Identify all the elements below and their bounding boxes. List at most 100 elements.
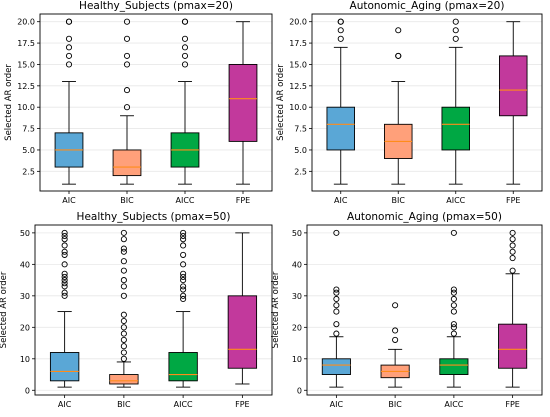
outlier-point [333,308,340,315]
outlier-point [123,18,131,25]
outlier-point [333,321,340,328]
outlier-point [509,236,516,243]
x-tick-label: AICC [174,400,193,409]
outlier-point [65,61,73,68]
box-body [321,358,351,375]
y-tick-label: 40 [20,260,30,269]
outlier-point [450,286,457,293]
outlier-point [333,286,340,293]
box-bic [109,229,139,388]
outlier-point [61,270,68,277]
box-body [228,63,258,142]
outlier-point [120,292,127,299]
chart-title: Healthy_Subjects (pmax=50) [77,211,231,223]
outlier-point [120,324,127,331]
outlier-point [450,289,457,296]
outlier-point [120,336,127,343]
box-bic [112,18,142,185]
y-tick-label: 5.0 [294,146,307,155]
outlier-point [180,232,187,240]
y-tick-label: 40 [292,260,302,269]
y-tick-label: 15.0 [17,60,35,69]
y-tick-label: 17.5 [289,39,307,48]
x-tick-label: AIC [330,400,344,409]
x-tick-label: AIC [334,196,348,205]
box-fpe [227,232,258,385]
y-axis-label: Selected AR order [4,64,14,141]
outlier-point [450,330,457,337]
outlier-point [181,18,189,25]
x-tick-label: BIC [392,196,406,205]
outlier-point [450,295,457,303]
box-aic [326,18,356,185]
box-fpe [228,21,258,185]
outlier-point [181,35,189,42]
outlier-point [450,324,457,331]
outlier-point [180,295,187,303]
axes-frame [34,224,273,396]
outlier-point [180,229,187,236]
outlier-point [123,87,131,94]
outlier-point [61,283,68,290]
x-tick-label: BIC [388,400,402,409]
y-tick-label: 20 [292,323,302,332]
box-body [498,323,528,369]
x-tick-label: AICC [175,196,194,205]
outlier-point [333,295,340,303]
outlier-point [509,267,516,274]
box-aicc [170,18,200,185]
y-tick-label: 10 [292,355,302,364]
chart-title: Autonomic_Aging (pmax=50) [347,211,502,223]
outlier-point [120,245,127,252]
outlier-point [333,302,340,309]
y-tick-label: 2.5 [22,167,35,176]
y-tick-label: 15.0 [289,60,307,69]
outlier-point [61,289,68,296]
y-tick-label: 5.0 [22,146,35,155]
outlier-point [180,273,187,280]
outlier-point [61,248,68,255]
chart-panel-3: 0 10 20 30 40 50 AIC BIC AICC FPE Healthy_Subjects… [0,211,273,409]
x-tick-label: AIC [62,196,76,205]
axes-frame [311,13,543,192]
y-tick-label: 0 [25,386,30,395]
outlier-point [180,236,187,243]
box-body [109,374,139,385]
chart-panel-1: 2.5 5.0 7.5 10.0 12.5 15.0 17.5 20.0 AIC BIC AICC F… [4,0,273,205]
outlier-point [180,283,187,290]
y-tick-label: 10 [20,355,30,364]
x-tick-label: FPE [235,400,249,409]
box-bic [380,302,410,388]
x-tick-label: AIC [58,400,72,409]
box-body [168,352,198,382]
outlier-point [123,35,131,42]
outlier-point [120,258,127,265]
box-aicc [168,229,198,388]
outlier-point [120,229,127,236]
outlier-point [120,349,127,356]
outlier-point [61,277,68,284]
x-tick-label: BIC [117,400,131,409]
outlier-point [120,355,127,362]
y-tick-label: 7.5 [294,125,307,134]
chart-title: Autonomic_Aging (pmax=20) [350,0,505,12]
outlier-point [61,236,68,243]
outlier-point [392,336,399,343]
outlier-point [450,302,457,309]
y-tick-label: 30 [292,292,302,301]
outlier-point [120,330,127,337]
outlier-point [65,35,73,42]
y-tick-label: 12.5 [289,82,307,91]
y-tick-label: 20.0 [17,18,35,27]
outlier-point [180,261,187,268]
y-tick-label: 2.5 [294,167,307,176]
outlier-point [180,242,187,249]
outlier-point [61,229,68,236]
chart-panel-2: 2.5 5.0 7.5 10.0 12.5 15.0 17.5 20.0 AIC BIC AICC F… [276,0,543,205]
y-tick-label: 0 [297,386,302,395]
chart-title: Healthy_Subjects (pmax=20) [79,0,233,12]
outlier-point [181,44,189,51]
outlier-point [337,35,344,42]
outlier-point [450,229,457,236]
